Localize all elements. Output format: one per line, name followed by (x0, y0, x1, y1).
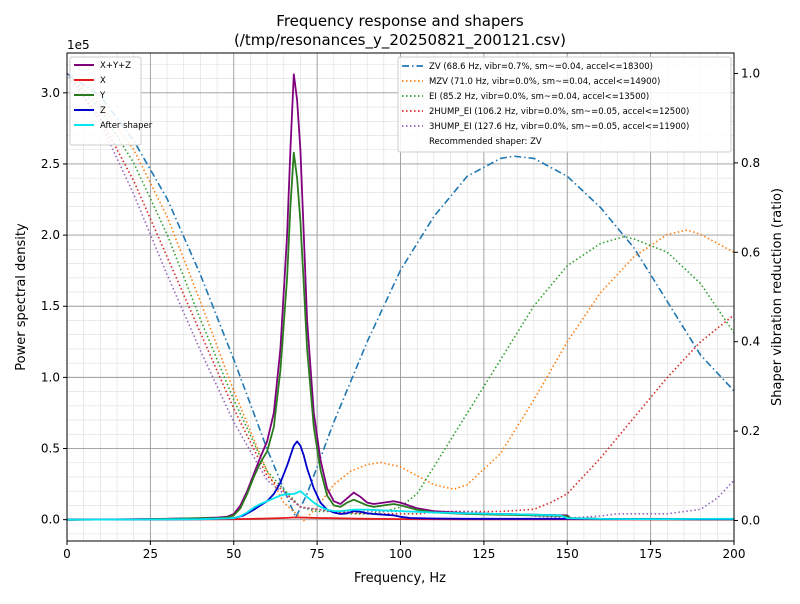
legend-psd: X+Y+Z XYZ After shaper (69, 56, 153, 146)
axes: 0 25 50 75 100 125 150 175 200 0.0 0.5 1.0 1.5 2.0 2.5… (41, 67, 760, 561)
y2-tick-label: 0.2 (741, 424, 760, 438)
x-tick-label: 0 (63, 547, 71, 561)
y-axis-label: Power spectral density (14, 223, 29, 371)
y-tick-label: 1.0 (41, 370, 60, 384)
y-tick-label: 2.0 (41, 228, 60, 242)
chart-subtitle: (/tmp/resonances_y_20250821_200121.csv) (234, 31, 566, 50)
x-tick-label: 150 (556, 547, 579, 561)
x-tick-label: 25 (143, 547, 158, 561)
x-tick-label: 100 (389, 547, 412, 561)
legend-shaper-label: EI (85.2 Hz, vibr=0.0%, sm~=0.04, accel<… (429, 92, 649, 102)
x-axis-label: Frequency, Hz (354, 571, 446, 586)
y2-tick-label: 0.4 (741, 335, 760, 349)
psd-line-after-shaper (66, 490, 735, 521)
legend-psd-label: X (100, 76, 106, 86)
shaper-line-zv (66, 72, 735, 520)
legend-shaper-label: 2HUMP_EI (106.2 Hz, vibr=0.0%, sm~=0.05,… (429, 107, 689, 117)
shaper-line-mzv (66, 72, 735, 522)
legend-shapers: ZV (68.6 Hz, vibr=0.7%, sm~=0.04, accel<… (397, 56, 732, 153)
x-tick-label: 50 (226, 547, 241, 561)
y-tick-label: 0.0 (41, 513, 60, 527)
y-multiplier-label: 1e5 (67, 38, 90, 52)
y2-tick-label: 0.8 (741, 156, 760, 170)
shaper-line-3hump-ei (66, 73, 735, 520)
shaper-line-ei (66, 72, 735, 515)
y2-tick-label: 0.0 (741, 513, 760, 527)
legend-shaper-box (397, 56, 732, 153)
x-tick-label: 125 (472, 547, 495, 561)
legend-psd-label: X+Y+Z (100, 61, 131, 71)
legend-shaper-label: MZV (71.0 Hz, vibr=0.0%, sm~=0.04, accel… (429, 77, 660, 87)
legend-psd-label: Z (100, 106, 106, 116)
y-tick-label: 2.5 (41, 157, 60, 171)
y-tick-label: 1.5 (41, 299, 60, 313)
legend-psd-label: After shaper (100, 121, 153, 131)
y2-axis-label: Shaper vibration reduction (ratio) (770, 188, 785, 406)
x-tick-label: 75 (309, 547, 324, 561)
y-tick-label: 0.5 (41, 442, 60, 456)
legend-psd-label: Y (99, 91, 106, 101)
y2-tick-label: 1.0 (741, 67, 760, 81)
x-tick-label: 175 (639, 547, 662, 561)
shaper-line-2hump-ei (66, 73, 735, 515)
y-tick-label: 3.0 (41, 86, 60, 100)
legend-shaper-label: 3HUMP_EI (127.6 Hz, vibr=0.0%, sm~=0.05,… (429, 122, 689, 132)
y2-tick-label: 0.6 (741, 245, 760, 259)
legend-recommended-text: Recommended shaper: ZV (429, 137, 542, 147)
series-layer (66, 72, 735, 522)
x-tick-label: 200 (723, 547, 746, 561)
chart-title: Frequency response and shapers (276, 12, 524, 30)
legend-shaper-label: ZV (68.6 Hz, vibr=0.7%, sm~=0.04, accel<… (429, 62, 653, 72)
